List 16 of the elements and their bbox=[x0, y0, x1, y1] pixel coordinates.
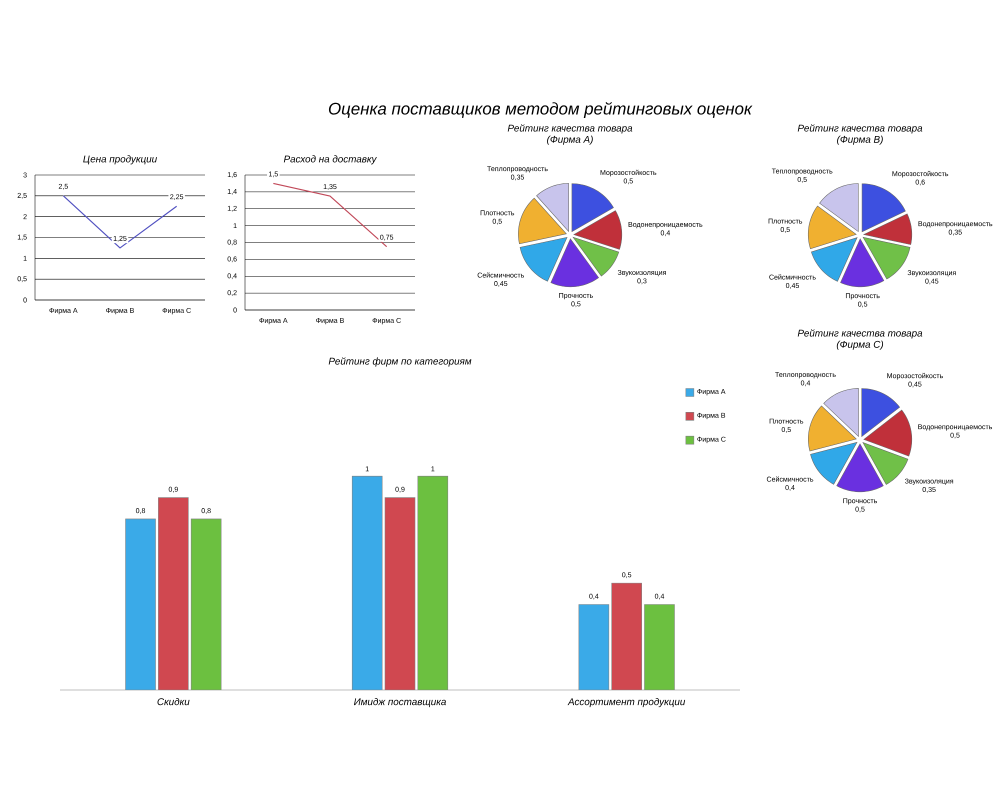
bar bbox=[191, 518, 222, 690]
chart-subtitle: (Фирма В) bbox=[837, 136, 883, 145]
bar bbox=[418, 476, 448, 690]
x-tick-label: Имидж поставщика bbox=[354, 698, 446, 708]
x-tick-label: Ассортимент продукции bbox=[568, 698, 686, 708]
chart-title: Расход на доставку bbox=[284, 155, 377, 164]
chart-title: Рейтинг качества товара bbox=[798, 329, 922, 339]
chart-subtitle: (Фирма С) bbox=[836, 340, 884, 350]
chart-title: Цена продукции bbox=[83, 155, 157, 164]
text: Оценка поставщиков методом рейтинговых оценок bbox=[328, 102, 752, 118]
chart-title: Рейтинг фирм по категориям bbox=[328, 357, 472, 367]
chart-title: Рейтинг качества товара bbox=[798, 124, 922, 134]
x-tick-label: Скидки bbox=[157, 698, 190, 706]
bar bbox=[644, 604, 675, 690]
chart-subtitle: (Фирма А) bbox=[547, 136, 593, 145]
chart-title: Рейтинг качества товара bbox=[508, 124, 632, 134]
